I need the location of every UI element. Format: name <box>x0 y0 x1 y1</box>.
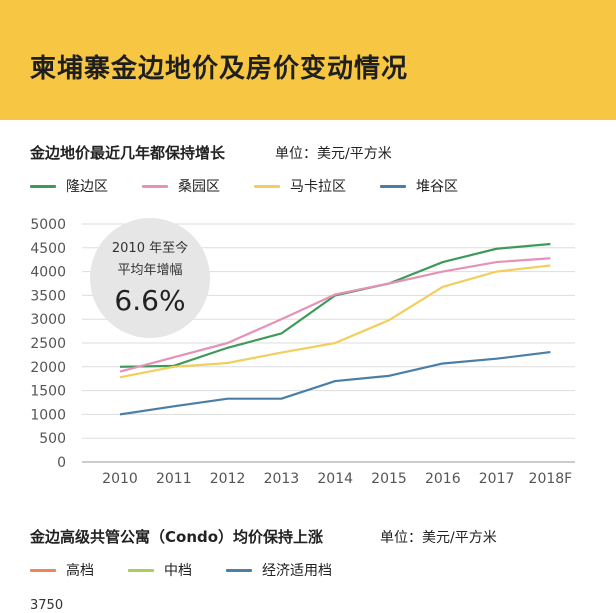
land-legend-swatch <box>380 184 406 188</box>
condo-legend-swatch <box>128 568 154 572</box>
land-legend-label: 桑园区 <box>178 179 220 195</box>
condo-legend-swatch <box>226 568 252 572</box>
land-legend-label: 堆谷区 <box>416 179 458 195</box>
land-chart-unit: 单位：美元/平方米 <box>275 146 392 162</box>
land-legend-item: 堆谷区 <box>380 176 458 196</box>
series-line-2 <box>119 257 551 373</box>
condo-legend-label: 中档 <box>164 563 192 579</box>
callout-value: 6.6% <box>114 284 185 317</box>
average-growth-callout: 2010 年至今 平均年增幅 6.6% <box>90 218 210 338</box>
y-tick-label: 2000 <box>30 360 66 376</box>
land-chart-title: 金边地价最近几年都保持增长 <box>30 144 226 162</box>
header-banner: 柬埔寨金边地价及房价变动情况 <box>0 0 616 120</box>
condo-legend-swatch <box>30 568 56 572</box>
x-tick-label: 2017 <box>479 471 515 487</box>
condo-legend-item: 经济适用档 <box>226 560 332 580</box>
condo-legend-label: 高档 <box>66 563 94 579</box>
land-chart-legend: 隆边区 桑园区 马卡拉区 堆谷区 <box>30 176 492 196</box>
callout-line2: 平均年增幅 <box>117 263 182 278</box>
condo-chart-title: 金边高级共管公寓（Condo）均价保持上涨 <box>30 528 324 546</box>
land-legend-swatch <box>30 184 56 188</box>
y-tick-label: 0 <box>57 455 66 471</box>
y-tick-label: 1000 <box>30 407 66 423</box>
x-tick-label: 2014 <box>317 471 353 487</box>
x-tick-label: 2015 <box>371 471 407 487</box>
land-legend-label: 隆边区 <box>66 179 108 195</box>
y-tick-label: 2500 <box>30 336 66 352</box>
y-tick-label: 1500 <box>30 384 66 400</box>
x-tick-label: 2010 <box>102 471 138 487</box>
condo-chart-unit: 单位：美元/平方米 <box>380 530 497 546</box>
series-line-4 <box>119 350 551 416</box>
condo-y-tick-top: 3750 <box>30 598 64 613</box>
condo-legend-label: 经济适用档 <box>262 563 332 579</box>
condo-chart-legend: 高档 中档 经济适用档 <box>30 560 366 580</box>
land-legend-item: 隆边区 <box>30 176 108 196</box>
land-legend-item: 马卡拉区 <box>254 176 346 196</box>
x-tick-label: 2016 <box>425 471 461 487</box>
callout-line1: 2010 年至今 <box>112 240 188 256</box>
y-tick-label: 5000 <box>30 217 66 233</box>
series-line-3 <box>119 264 551 379</box>
condo-legend-item: 高档 <box>30 560 94 580</box>
y-tick-label: 3500 <box>30 288 66 304</box>
y-tick-label: 4000 <box>30 265 66 281</box>
x-tick-label: 2011 <box>156 471 192 487</box>
x-tick-label: 2012 <box>210 471 246 487</box>
land-price-chart: 0 500 1000 1500 2000 2500 3000 3500 4000 4500 5000… <box>30 217 575 487</box>
condo-legend-item: 中档 <box>128 560 192 580</box>
callout-circle <box>90 218 210 338</box>
land-legend-swatch <box>254 184 280 188</box>
page-title: 柬埔寨金边地价及房价变动情况 <box>30 54 409 84</box>
x-tick-label: 2018F <box>529 471 573 487</box>
y-tick-label: 4500 <box>30 241 66 257</box>
land-legend-label: 马卡拉区 <box>290 179 346 195</box>
x-tick-label: 2013 <box>264 471 300 487</box>
y-tick-label: 3000 <box>30 312 66 328</box>
y-tick-label: 500 <box>39 431 66 447</box>
land-legend-item: 桑园区 <box>142 176 220 196</box>
land-legend-swatch <box>142 184 168 188</box>
